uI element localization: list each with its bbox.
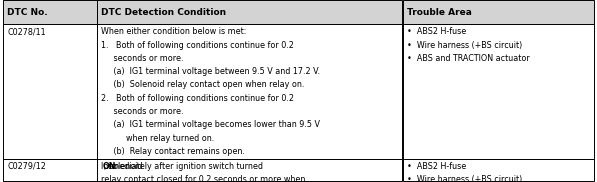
Text: , solenoid: , solenoid bbox=[104, 162, 143, 171]
Text: (b)  Solenoid relay contact open when relay on.: (b) Solenoid relay contact open when rel… bbox=[101, 80, 305, 89]
Text: (a)  IG1 terminal voltage between 9.5 V and 17.2 V.: (a) IG1 terminal voltage between 9.5 V a… bbox=[101, 67, 321, 76]
Bar bbox=[97, 159, 402, 181]
Text: DTC No.: DTC No. bbox=[7, 7, 48, 17]
Text: C0278/11: C0278/11 bbox=[7, 27, 46, 36]
Text: Immediately after ignition switch turned: Immediately after ignition switch turned bbox=[101, 162, 266, 171]
Text: •  ABS2 H-fuse: • ABS2 H-fuse bbox=[407, 27, 466, 36]
Text: seconds or more.: seconds or more. bbox=[101, 54, 184, 63]
Text: Trouble Area: Trouble Area bbox=[407, 7, 472, 17]
Text: DTC Detection Condition: DTC Detection Condition bbox=[101, 7, 227, 17]
Text: 2.   Both of following conditions continue for 0.2: 2. Both of following conditions continue… bbox=[101, 94, 294, 103]
Bar bbox=[403, 0, 594, 24]
Text: (b)  Relay contact remains open.: (b) Relay contact remains open. bbox=[101, 147, 245, 156]
Text: 1.   Both of following conditions continue for 0.2: 1. Both of following conditions continue… bbox=[101, 41, 294, 50]
Text: •  ABS2 H-fuse: • ABS2 H-fuse bbox=[407, 162, 466, 171]
Bar bbox=[3, 159, 97, 181]
Text: C0279/12: C0279/12 bbox=[7, 162, 46, 171]
Text: when relay turned on.: when relay turned on. bbox=[101, 134, 215, 143]
Bar bbox=[97, 0, 402, 24]
Bar bbox=[3, 24, 97, 159]
Bar bbox=[403, 159, 594, 181]
Text: When either condition below is met:: When either condition below is met: bbox=[101, 27, 247, 36]
Text: ON: ON bbox=[103, 162, 116, 171]
Text: relay contact closed for 0.2 seconds or more when: relay contact closed for 0.2 seconds or … bbox=[101, 175, 306, 182]
Text: •  ABS and TRACTION actuator: • ABS and TRACTION actuator bbox=[407, 54, 530, 63]
Text: (a)  IG1 terminal voltage becomes lower than 9.5 V: (a) IG1 terminal voltage becomes lower t… bbox=[101, 120, 321, 129]
Text: •  Wire harness (+BS circuit): • Wire harness (+BS circuit) bbox=[407, 175, 522, 182]
Text: •  Wire harness (+BS circuit): • Wire harness (+BS circuit) bbox=[407, 41, 522, 50]
Bar bbox=[3, 0, 97, 24]
Bar bbox=[403, 24, 594, 159]
Bar bbox=[97, 24, 402, 159]
Text: seconds or more.: seconds or more. bbox=[101, 107, 184, 116]
